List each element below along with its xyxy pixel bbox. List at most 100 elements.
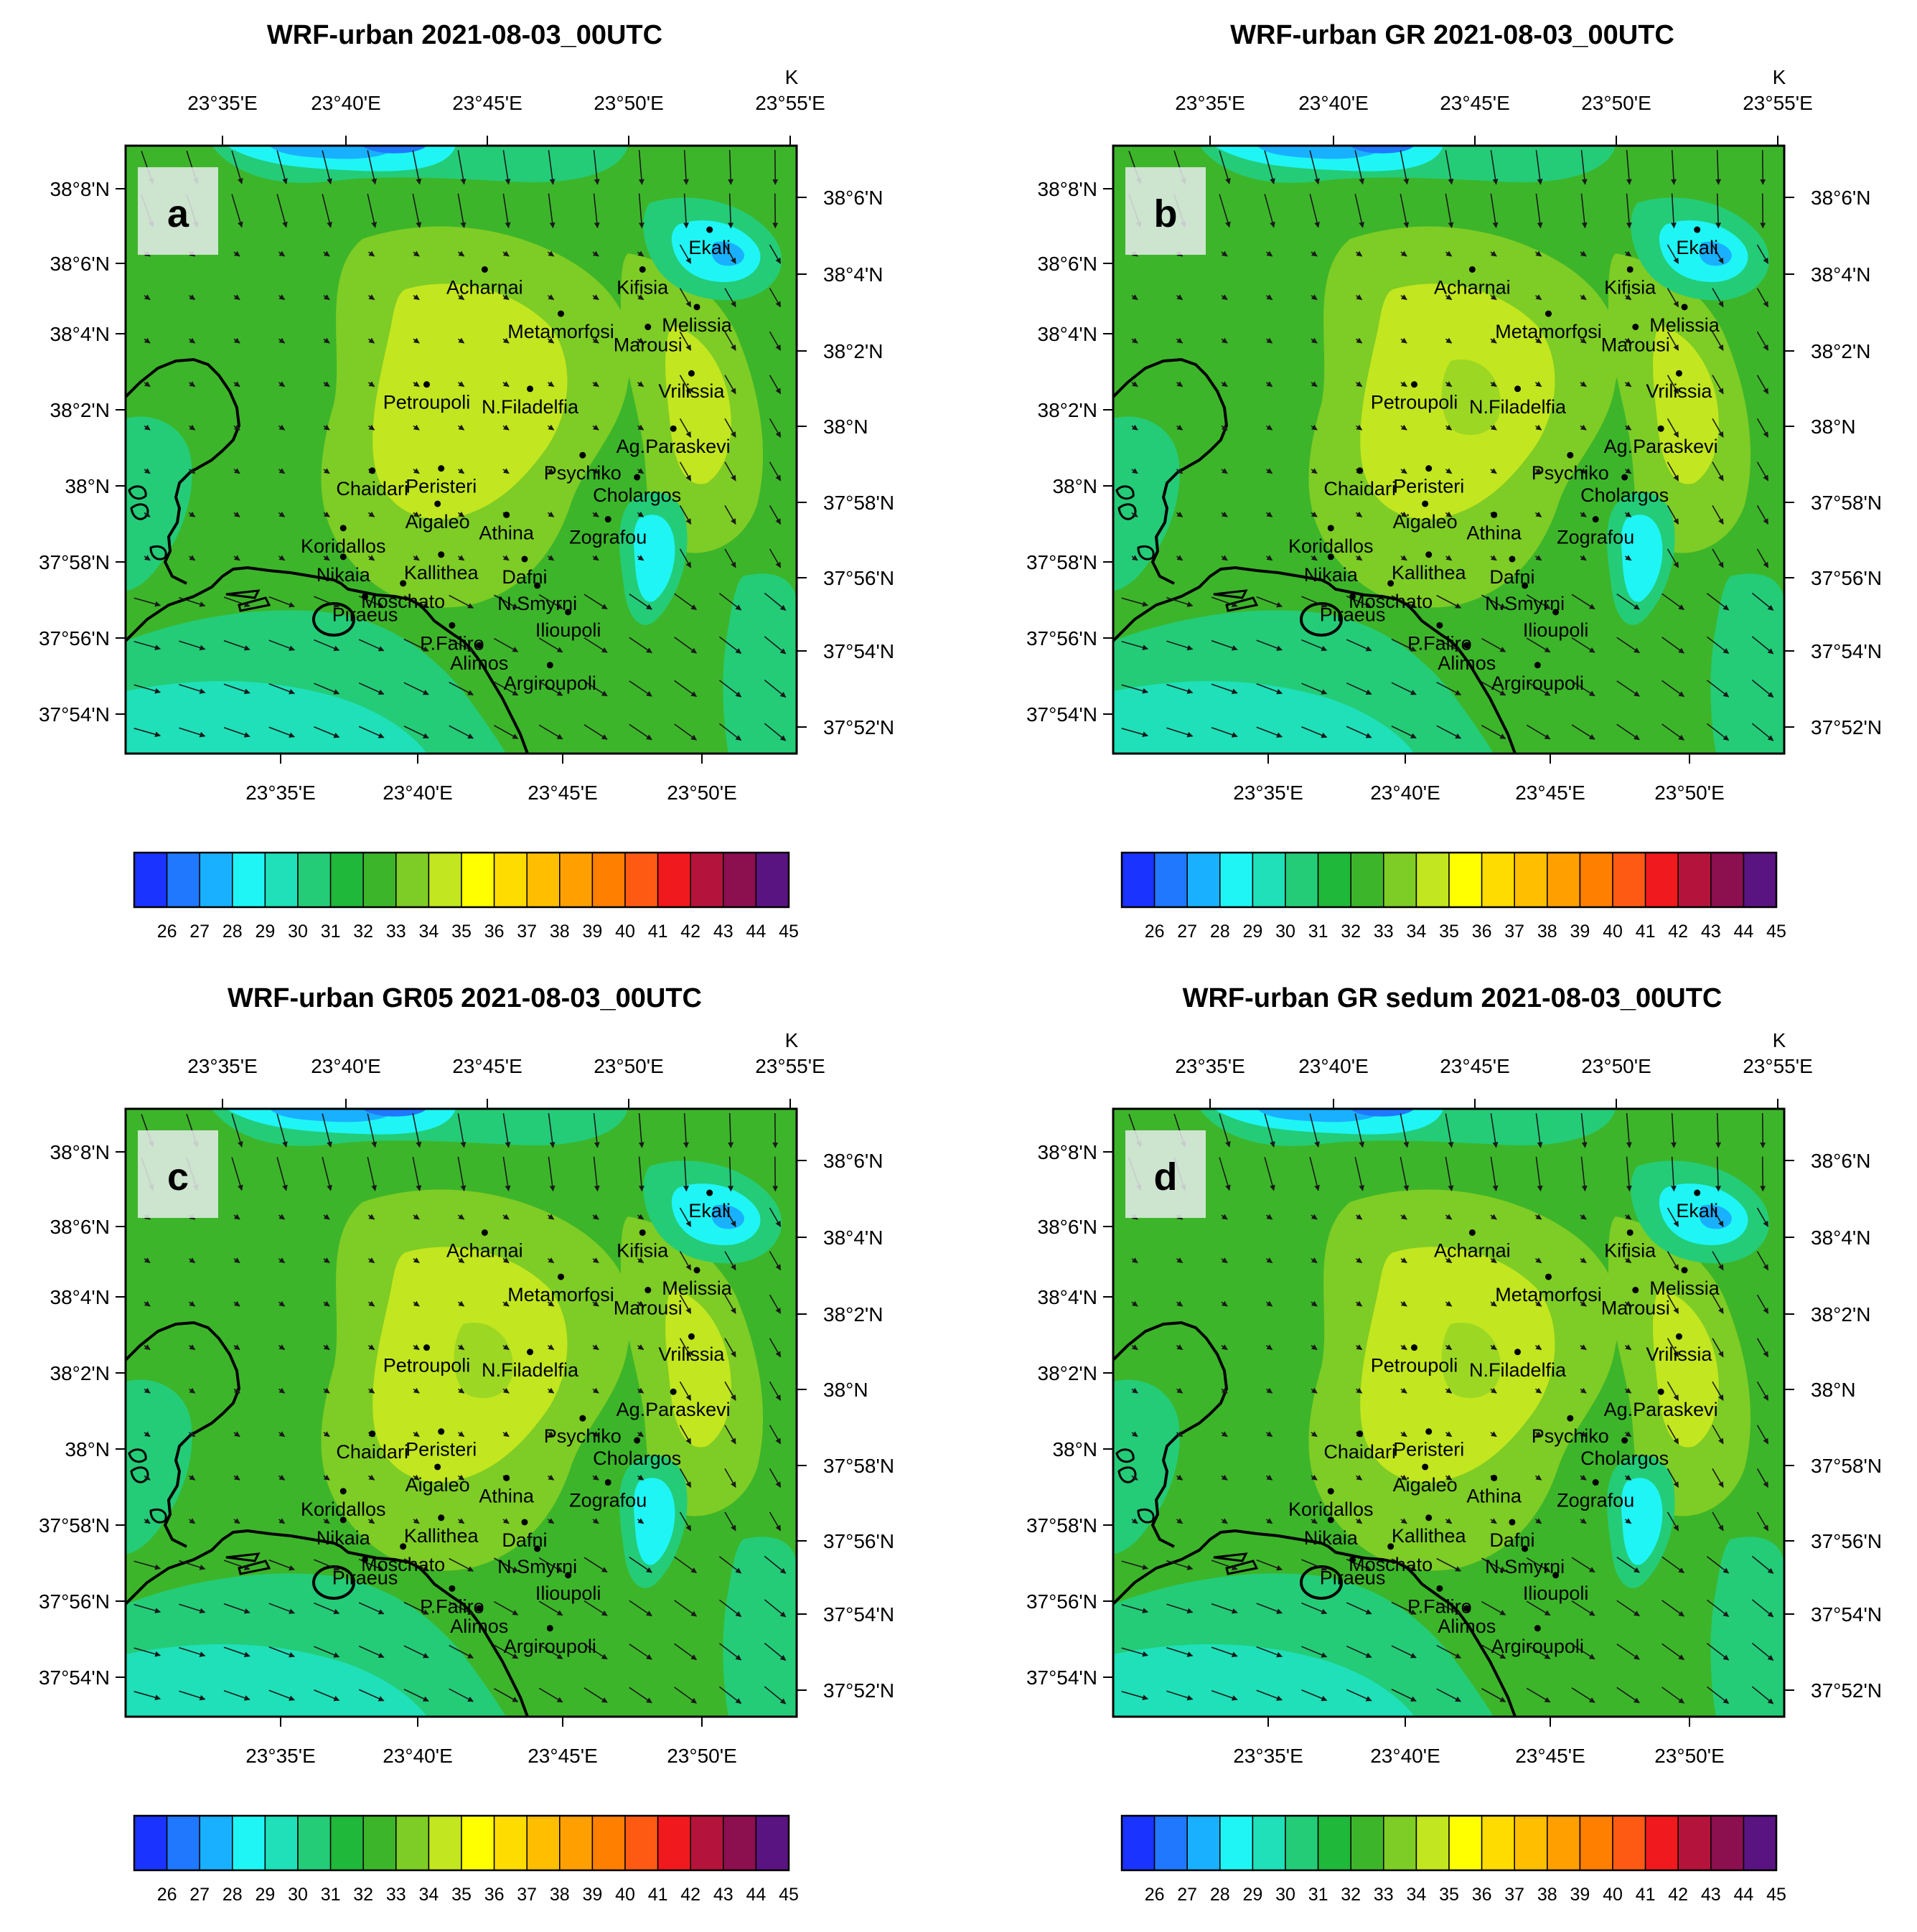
colorbar-label: 28 (1210, 922, 1230, 942)
place-label: Alimos (1438, 1616, 1496, 1637)
place-marker (1681, 1267, 1688, 1274)
colorbar-label: 30 (288, 1885, 308, 1905)
x-bottom-tick-label: 23°45'E (1515, 782, 1585, 804)
panel-letter-a: a (167, 192, 189, 235)
place-label: Cholargos (593, 1448, 681, 1469)
colorbar-swatch (428, 852, 462, 908)
colorbar-label: 26 (1145, 1885, 1165, 1905)
place-marker (1534, 1625, 1541, 1632)
colorbar-label: 35 (451, 922, 472, 942)
place-marker (423, 381, 430, 388)
place-label: Ekali (1676, 1200, 1718, 1221)
y-left-tick-label: 38°6'N (50, 1216, 110, 1238)
place-marker (1349, 593, 1356, 600)
place-label: Cholargos (1580, 484, 1669, 506)
place-marker (639, 1229, 646, 1236)
colorbar-label: 37 (1504, 922, 1524, 942)
place-marker (339, 525, 347, 532)
coastline-a (126, 566, 529, 754)
place-label: Metamorfosi (507, 321, 614, 342)
colorbar-swatch (1121, 852, 1156, 908)
colorbar-swatch (1252, 1815, 1286, 1871)
place-label: Argiroupoli (504, 1636, 596, 1657)
colorbar-swatch (1743, 852, 1777, 908)
place-label: Kallithea (1392, 562, 1467, 583)
place-marker (1675, 1333, 1682, 1340)
place-label: Ekali (688, 1200, 731, 1221)
place-label: Vrilissia (658, 380, 725, 402)
coastline-c (126, 1529, 529, 1717)
place-label: Acharnai (1434, 1239, 1511, 1261)
place-marker (476, 642, 483, 649)
colorbar-swatch (395, 852, 430, 908)
colorbar-swatch (690, 852, 724, 908)
colorbar-a: 26 27 28 29 30 31 32 33 34 35 36 37 38 39 40 41 42 43 44 45 (133, 851, 799, 942)
panel-letter-badge-c (138, 1130, 218, 1218)
place-label: N.Filadelfia (482, 396, 579, 418)
place-marker (688, 370, 695, 377)
place-label: Koridallos (1288, 535, 1374, 557)
y-right-tick-label: 37°58'N (823, 492, 894, 514)
place-label: Athina (1466, 522, 1522, 543)
colorbar-swatch (1186, 1815, 1221, 1871)
colorbar-swatch (1743, 1815, 1777, 1871)
x-bottom-tick-label: 23°40'E (1370, 1745, 1440, 1767)
place-label: Piraeus (1320, 1567, 1386, 1588)
x-bottom-tick-label: 23°50'E (667, 1745, 737, 1767)
place-label: Moschato (1349, 591, 1433, 612)
map-panel-d: WRF-urban GR sedum 2021-08-03_00UTC K Ekal… (1026, 983, 1882, 1905)
colorbar-label: 38 (550, 1885, 570, 1905)
colorbar-label: 32 (353, 1885, 373, 1905)
colorbar-swatch (1547, 1815, 1581, 1871)
place-marker (1327, 525, 1334, 532)
colorbar-swatch (1317, 852, 1351, 908)
panel-letter-d: d (1154, 1155, 1178, 1199)
place-label: Nikaia (317, 1527, 371, 1549)
place-marker (1545, 1273, 1552, 1280)
x-bottom-tick-label: 23°45'E (528, 782, 598, 804)
place-label: Aigaleo (1393, 1474, 1458, 1496)
x-top-tick-label: 23°50'E (1581, 92, 1651, 114)
y-left-tick-label: 37°56'N (1026, 1590, 1097, 1613)
place-marker (362, 1556, 369, 1563)
colorbar-label: 37 (517, 1885, 537, 1905)
colorbar-label: 34 (1406, 922, 1426, 942)
place-label: Melissia (662, 1277, 733, 1299)
place-marker (1356, 1430, 1364, 1438)
colorbar-swatch (624, 1815, 659, 1871)
place-marker (521, 555, 528, 563)
colorbar-label: 32 (1341, 1885, 1361, 1905)
x-top-tick-label: 23°55'E (1743, 1055, 1813, 1077)
colorbar-swatch (329, 1815, 364, 1871)
y-right-tick-label: 37°52'N (1811, 1679, 1882, 1702)
colorbar-swatch (1121, 1815, 1156, 1871)
x-top-tick-label: 23°40'E (1298, 1055, 1369, 1077)
place-label: Peristeri (406, 1439, 477, 1460)
colorbar-swatch (559, 1815, 594, 1871)
colorbar-swatch (1514, 1815, 1548, 1871)
place-label: Chaidari (1323, 1441, 1396, 1463)
place-marker (339, 1488, 347, 1495)
place-marker (1356, 467, 1364, 474)
place-marker (1327, 1488, 1334, 1495)
place-marker (693, 304, 700, 311)
place-marker (1657, 1388, 1664, 1395)
y-right-tick-label: 38°6'N (823, 1150, 883, 1172)
place-marker (1509, 1519, 1516, 1526)
place-marker (534, 582, 541, 589)
y-left-tick-label: 37°54'N (1026, 703, 1097, 726)
colorbar-swatch (1677, 1815, 1712, 1871)
y-right-tick-label: 38°N (823, 416, 868, 438)
colorbar-swatch (657, 1815, 691, 1871)
colorbar-label: 45 (1766, 922, 1786, 942)
colorbar-swatch (395, 1815, 430, 1871)
place-marker (423, 1344, 430, 1351)
panel-title-a: WRF-urban 2021-08-03_00UTC (267, 20, 662, 50)
colorbar-label: 29 (1242, 922, 1262, 942)
panel-letter-badge-b (1125, 167, 1206, 255)
y-right-tick-label: 37°52'N (1811, 716, 1882, 738)
colorbar-label: 38 (1537, 922, 1557, 942)
colorbar-swatch (690, 1815, 724, 1871)
